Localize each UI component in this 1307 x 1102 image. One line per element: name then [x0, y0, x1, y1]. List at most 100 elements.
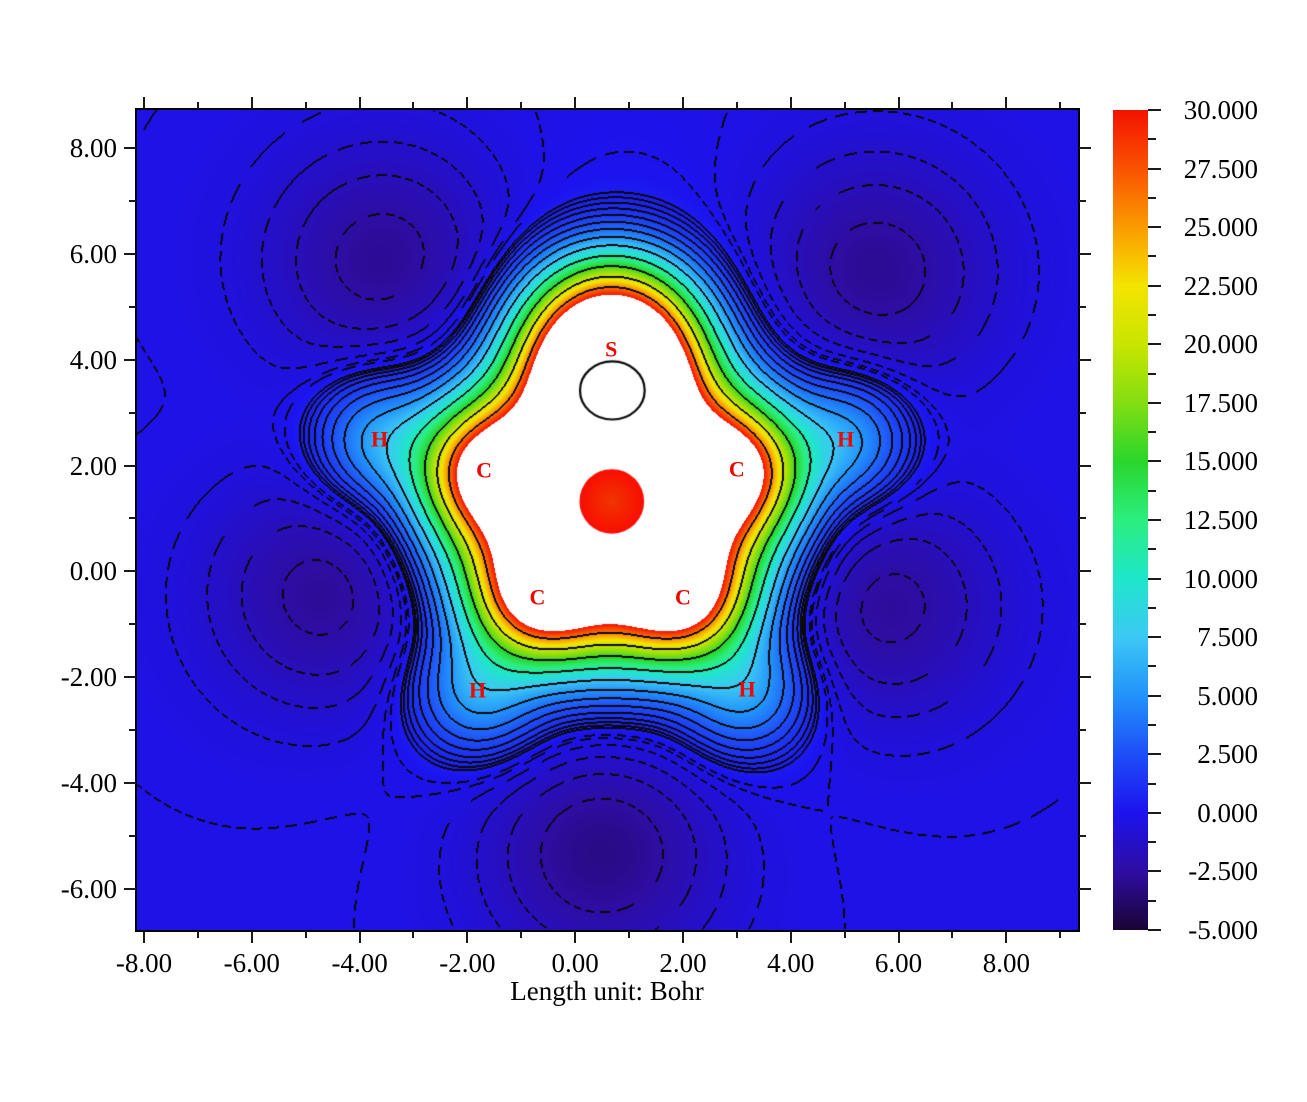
colorbar-tick-label: 10.000: [1183, 563, 1258, 594]
colorbar-tick-label: 27.500: [1183, 153, 1258, 184]
x-major-tick-top: [789, 97, 792, 109]
y-major-tick: [124, 781, 136, 784]
y-tick-label: 2.00: [69, 450, 117, 481]
x-tick-label: 6.00: [874, 948, 923, 978]
y-minor-tick-right: [1079, 729, 1086, 732]
x-major-tick-top: [897, 97, 900, 109]
y-tick-label: 6.00: [69, 238, 117, 269]
colorbar-minor-tick: [1148, 548, 1156, 551]
colorbar-major-tick: [1148, 343, 1161, 346]
x-minor-tick: [304, 931, 307, 938]
x-major-tick: [1005, 931, 1008, 943]
y-tick-label: -6.00: [60, 873, 117, 904]
x-major-tick: [897, 931, 900, 943]
colorbar-tick-label: 7.500: [1197, 622, 1258, 653]
y-minor-tick: [129, 411, 136, 414]
colorbar-minor-tick: [1148, 841, 1156, 844]
colorbar-major-tick: [1148, 636, 1161, 639]
colorbar-tick-label: 30.000: [1183, 95, 1258, 125]
y-tick-label: -4.00: [60, 767, 117, 798]
colorbar-major-tick: [1148, 694, 1161, 697]
x-major-tick: [574, 931, 577, 943]
colorbar-minor-tick: [1148, 724, 1156, 726]
x-minor-tick: [843, 931, 846, 938]
colorbar-major-tick: [1148, 519, 1161, 521]
atom-label-S: S: [605, 336, 618, 362]
colorbar-tick-label: 15.000: [1183, 446, 1258, 477]
y-major-tick: [124, 147, 136, 150]
y-minor-tick: [129, 623, 136, 626]
x-major-tick: [466, 931, 469, 943]
x-minor-tick-top: [735, 102, 738, 109]
y-minor-tick-right: [1079, 623, 1086, 626]
x-major-tick-top: [358, 97, 361, 109]
x-major-tick-top: [250, 97, 253, 109]
colorbar-major-tick: [1148, 811, 1161, 814]
colorbar-gradient: [1113, 110, 1148, 930]
x-axis-title: Length unit: Bohr: [510, 976, 704, 1006]
colorbar-tick-label: 25.000: [1183, 212, 1258, 243]
colorbar-tick-label: 22.500: [1183, 270, 1258, 301]
y-major-tick-right: [1079, 887, 1091, 890]
colorbar-tick-label: -2.500: [1188, 856, 1258, 887]
y-major-tick-right: [1079, 147, 1091, 150]
x-major-tick-top: [574, 97, 577, 109]
y-major-tick: [124, 676, 136, 679]
x-tick-label: 8.00: [982, 948, 1030, 978]
y-major-tick: [124, 570, 136, 573]
colorbar-major-tick: [1148, 753, 1161, 756]
x-minor-tick: [412, 931, 415, 938]
colorbar-major-tick: [1148, 460, 1161, 463]
y-major-tick-right: [1079, 358, 1091, 361]
colorbar-minor-tick: [1148, 782, 1156, 785]
colorbar-tick-label: 2.500: [1197, 739, 1258, 770]
x-tick-label: 2.00: [659, 948, 707, 978]
atom-label-C: C: [674, 584, 691, 610]
colorbar-minor-tick: [1148, 489, 1156, 492]
x-tick-label: -2.00: [439, 948, 496, 978]
y-minor-tick-right: [1079, 305, 1086, 308]
y-tick-label: 8.00: [69, 133, 117, 164]
y-minor-tick-right: [1079, 517, 1086, 520]
x-minor-tick: [520, 931, 523, 938]
y-major-tick: [124, 358, 136, 361]
atom-label-C: C: [529, 584, 546, 610]
x-minor-tick: [628, 931, 631, 938]
colorbar-minor-tick: [1148, 196, 1156, 199]
x-major-tick-top: [681, 97, 684, 109]
colorbar-tick-label: 12.500: [1183, 505, 1258, 535]
colorbar-tick-label: 5.000: [1197, 680, 1258, 711]
x-tick-label: 4.00: [767, 948, 815, 978]
x-major-tick-top: [143, 97, 145, 109]
x-minor-tick: [196, 931, 199, 938]
y-minor-tick-right: [1079, 834, 1086, 837]
x-minor-tick-top: [843, 102, 846, 109]
colorbar-tick-label: 20.000: [1183, 329, 1258, 360]
y-minor-tick-right: [1079, 411, 1086, 414]
colorbar-major-tick: [1148, 167, 1161, 170]
x-major-tick: [789, 931, 792, 943]
colorbar-tick-label: -5.000: [1188, 915, 1258, 945]
x-minor-tick-top: [412, 102, 415, 109]
y-major-tick-right: [1079, 570, 1091, 573]
x-major-tick-top: [1005, 97, 1008, 109]
x-minor-tick-top: [304, 102, 307, 109]
colorbar-major-tick: [1148, 401, 1161, 404]
y-major-tick-right: [1079, 676, 1091, 679]
colorbar-minor-tick: [1148, 431, 1156, 434]
y-minor-tick: [129, 729, 136, 732]
colorbar-major-tick: [1148, 284, 1161, 287]
colorbar-minor-tick: [1148, 606, 1156, 609]
y-tick-label: -2.00: [60, 662, 117, 693]
colorbar-major-tick: [1148, 109, 1161, 111]
colorbar-tick-label: 17.500: [1183, 387, 1258, 418]
x-major-tick-top: [466, 97, 469, 109]
atom-label-H: H: [469, 677, 487, 703]
y-tick-label: 0.00: [69, 556, 117, 587]
y-minor-tick-right: [1079, 199, 1086, 202]
colorbar-minor-tick: [1148, 138, 1156, 141]
colorbar-minor-tick: [1148, 899, 1156, 902]
colorbar-major-tick: [1148, 870, 1161, 873]
atom-label-H: H: [738, 676, 756, 702]
